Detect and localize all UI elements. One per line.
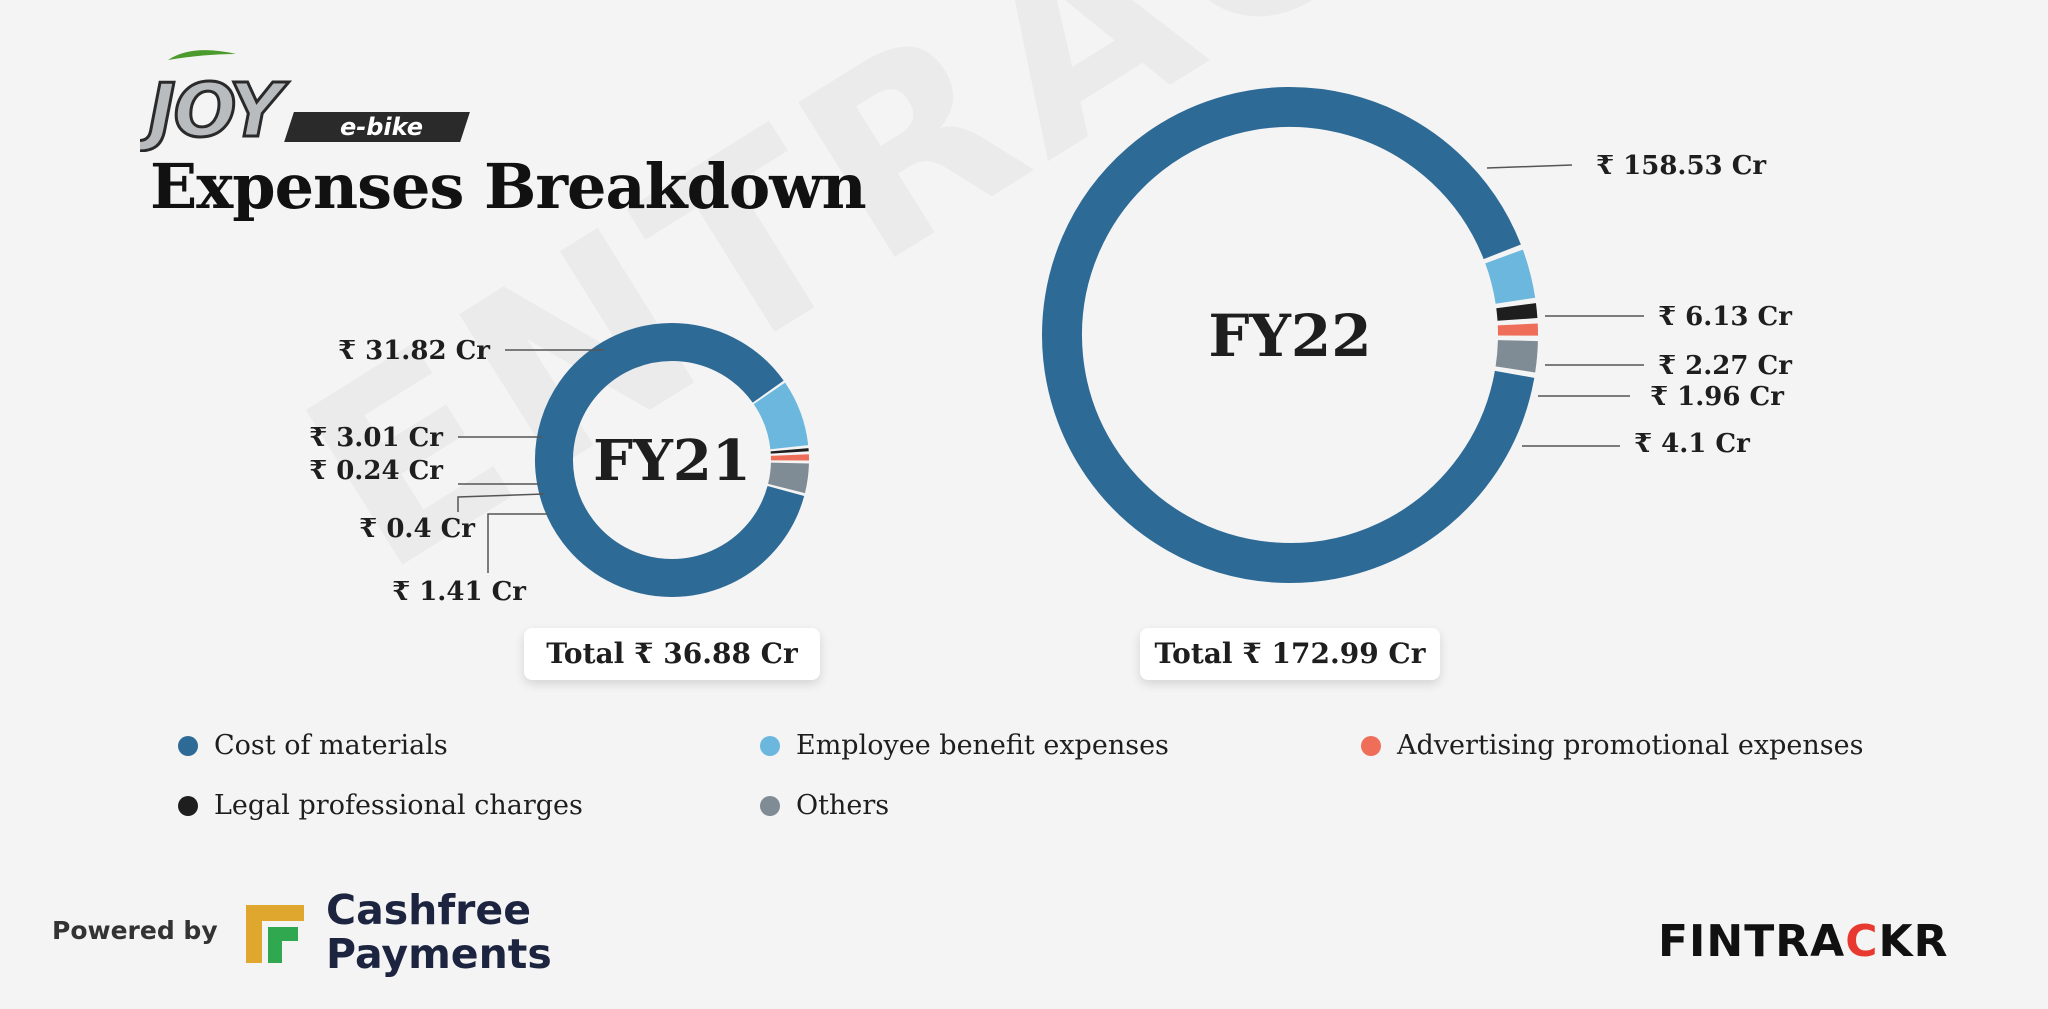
leader-line-cost-of-materials (1486, 164, 1573, 169)
legend-label: Legal professional charges (214, 790, 583, 821)
donut-chart-fy21: FY21 ₹ 31.82 Cr ₹ 3.01 Cr₹ 0.24 Cr ₹ 0.4 Cr… (309, 323, 809, 607)
data-label-others: ₹ 4.1 Cr (1634, 429, 1750, 459)
slice-employee-benefit (1485, 249, 1536, 305)
data-label-others: ₹ 1.41 Cr (392, 577, 526, 607)
legend-dot (178, 795, 198, 816)
cashfree-wordmark: Cashfree Payments (326, 888, 552, 976)
fintrackr-main: FINTRA (1658, 916, 1846, 967)
legend-item-employee-benefit: Employee benefit expenses (760, 730, 1169, 761)
legend-label: Others (796, 790, 890, 821)
legend-label: Advertising promotional expenses (1397, 730, 1864, 761)
legend-item-legal-professional: Legal professional charges (178, 790, 583, 821)
data-label-employee-benefit: ₹ 3.01 Cr (309, 423, 443, 453)
data-label-cost-of-materials: ₹ 158.53 Cr (1596, 151, 1766, 181)
legend-item-others: Others (760, 790, 889, 821)
data-label-advertising: ₹ 0.4 Cr (359, 514, 475, 544)
fintrackr-end: KR (1878, 916, 1949, 967)
slice-cost-of-materials (535, 323, 805, 597)
cashfree-icon (246, 905, 304, 963)
slice-others (1495, 339, 1538, 373)
slice-employee-benefit (753, 382, 809, 450)
leader-line-advertising (457, 493, 545, 512)
data-label-cost-of-materials: ₹ 31.82 Cr (338, 336, 490, 366)
slice-cost-of-materials (1042, 87, 1535, 583)
logo-main-text: JOY (140, 68, 289, 152)
slice-others (767, 462, 809, 494)
logo-sub-text: e-bike (340, 113, 423, 141)
joy-ebike-logo: JOY e-bike (140, 50, 470, 152)
legend-label: Cost of materials (214, 730, 448, 761)
center-label: FY22 (1208, 302, 1371, 370)
slice-legal-professional (1496, 303, 1538, 321)
data-label-advertising: ₹ 1.96 Cr (1650, 382, 1784, 412)
leader-line-others (487, 513, 548, 573)
donut-chart-fy22: FY22 ₹ 158.53 Cr ₹ 6.13 Cr ₹ 2.27 Cr₹ 1.96 … (1042, 87, 1792, 583)
total-fy22: Total ₹ 172.99 Cr (1140, 628, 1440, 680)
page-title: Expenses Breakdown (150, 150, 867, 223)
legend-dot (178, 735, 198, 756)
powered-by-label: Powered by (52, 916, 218, 945)
legend-dot (1361, 735, 1381, 756)
fintrackr-accent: C (1845, 916, 1879, 967)
cashfree-line1: Cashfree (326, 886, 532, 934)
cashfree-line2: Payments (326, 930, 552, 978)
legend-dot (760, 795, 780, 816)
fintrackr-logo: FINTRACKR (1658, 916, 1948, 967)
total-fy21: Total ₹ 36.88 Cr (524, 628, 820, 680)
legend: Cost of materials Employee benefit expen… (178, 730, 1978, 850)
legend-item-advertising: Advertising promotional expenses (1361, 730, 1863, 761)
center-label: FY21 (593, 428, 751, 494)
data-label-employee-benefit: ₹ 6.13 Cr (1658, 302, 1792, 332)
legend-item-cost-of-materials: Cost of materials (178, 730, 448, 761)
legend-label: Employee benefit expenses (796, 730, 1169, 761)
data-label-legal-professional: ₹ 0.24 Cr (309, 456, 443, 486)
legend-dot (760, 735, 780, 756)
data-label-legal-professional: ₹ 2.27 Cr (1658, 351, 1792, 381)
